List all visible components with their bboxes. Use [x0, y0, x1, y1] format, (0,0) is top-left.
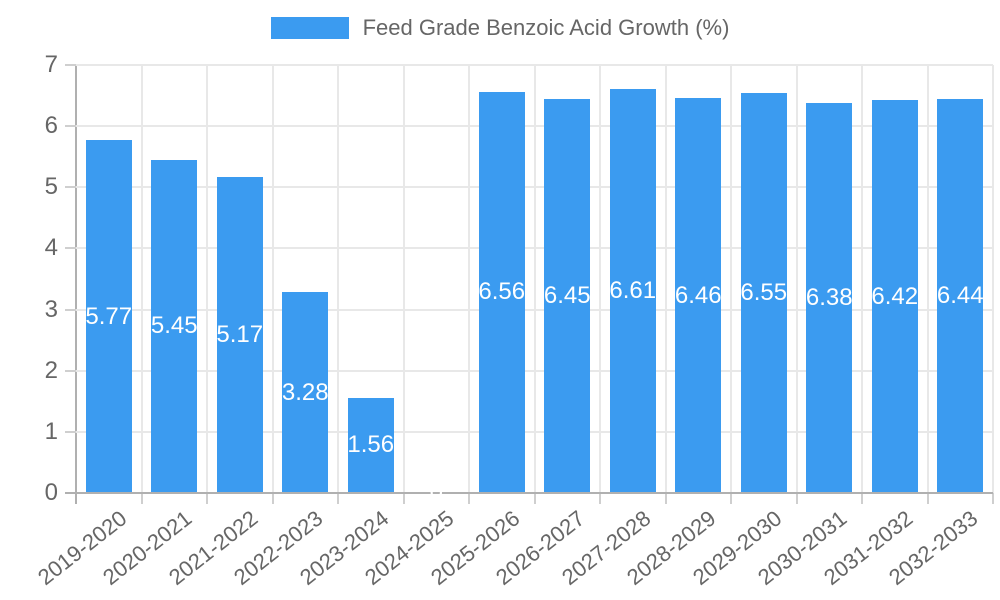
- bar-value-label: 6.55: [740, 278, 788, 306]
- y-tick-label: 6: [44, 112, 58, 140]
- bar[interactable]: [347, 397, 394, 492]
- bar[interactable]: [478, 91, 525, 492]
- bar-value-label: 6.44: [936, 282, 984, 310]
- x-tick-mark: [468, 493, 470, 504]
- vertical-gridline: [599, 65, 601, 493]
- bar[interactable]: [85, 140, 132, 492]
- y-tick-label: 0: [44, 479, 58, 506]
- x-tick-mark: [861, 493, 863, 504]
- bar-value-label: 1.56: [347, 431, 395, 459]
- vertical-gridline: [468, 65, 470, 493]
- x-tick-mark: [795, 493, 798, 504]
- y-tick-mark: [65, 430, 76, 433]
- vertical-gridline: [271, 65, 274, 493]
- bar-value-label: 6.61: [609, 276, 657, 304]
- vertical-gridline: [140, 65, 143, 493]
- bar-value-label: 3.28: [281, 378, 329, 406]
- y-tick-mark: [65, 186, 76, 189]
- bar-value-label: 0: [429, 479, 443, 506]
- y-tick-mark: [65, 125, 76, 128]
- y-tick-label: 4: [44, 234, 58, 262]
- legend-swatch: [270, 17, 349, 39]
- y-tick-mark: [65, 369, 76, 372]
- y-tick-label: 2: [44, 356, 58, 384]
- bar[interactable]: [151, 159, 198, 492]
- bar[interactable]: [216, 176, 263, 492]
- bar-value-label: 6.45: [543, 281, 591, 309]
- x-tick-mark: [402, 493, 405, 504]
- y-tick-mark: [65, 308, 76, 311]
- bar-value-label: 5.45: [150, 312, 198, 340]
- x-axis-baseline: [65, 492, 993, 494]
- bar[interactable]: [675, 98, 722, 492]
- bar[interactable]: [544, 98, 591, 492]
- y-tick-label: 1: [44, 417, 58, 445]
- bar-value-label: 5.77: [85, 302, 133, 330]
- x-tick-mark: [664, 493, 667, 504]
- y-tick-label: 7: [44, 51, 58, 78]
- vertical-gridline: [730, 65, 732, 493]
- x-tick-mark: [926, 493, 929, 504]
- legend-label: Feed Grade Benzoic Acid Growth (%): [362, 15, 730, 40]
- horizontal-gridline: [76, 430, 993, 433]
- bar-value-label: 6.42: [871, 282, 919, 310]
- bar[interactable]: [806, 102, 853, 492]
- y-axis-line: [75, 65, 77, 504]
- bar[interactable]: [609, 88, 656, 492]
- x-tick-mark: [992, 493, 994, 504]
- y-tick-label: 5: [44, 173, 58, 201]
- vertical-gridline: [664, 65, 667, 493]
- x-tick-mark: [599, 493, 601, 504]
- x-tick-mark: [206, 493, 208, 504]
- vertical-gridline: [533, 65, 536, 493]
- y-tick-label: 3: [44, 295, 58, 323]
- x-tick-mark: [533, 493, 536, 504]
- x-tick-mark: [337, 493, 339, 504]
- horizontal-gridline: [76, 308, 993, 311]
- bar[interactable]: [282, 292, 329, 492]
- horizontal-gridline: [76, 186, 993, 189]
- vertical-gridline: [206, 65, 208, 493]
- vertical-gridline: [992, 65, 994, 493]
- bar[interactable]: [937, 99, 984, 492]
- bar-value-label: 6.56: [478, 278, 526, 306]
- x-tick-mark: [140, 493, 143, 504]
- vertical-gridline: [926, 65, 929, 493]
- x-tick-mark: [730, 493, 732, 504]
- vertical-gridline: [795, 65, 798, 493]
- x-tick-mark: [271, 493, 274, 504]
- bar-value-label: 6.38: [805, 283, 853, 311]
- horizontal-gridline: [76, 64, 993, 66]
- bar-value-label: 5.17: [216, 320, 264, 348]
- bar-value-label: 6.46: [674, 281, 722, 309]
- vertical-gridline: [337, 65, 339, 493]
- bar[interactable]: [871, 100, 918, 492]
- vertical-gridline: [402, 65, 405, 493]
- horizontal-gridline: [76, 247, 993, 250]
- y-tick-mark: [65, 64, 76, 66]
- horizontal-gridline: [76, 369, 993, 372]
- y-tick-mark: [65, 247, 76, 250]
- bar[interactable]: [740, 92, 787, 492]
- vertical-gridline: [861, 65, 863, 493]
- horizontal-gridline: [76, 125, 993, 128]
- legend[interactable]: Feed Grade Benzoic Acid Growth (%): [0, 15, 1000, 41]
